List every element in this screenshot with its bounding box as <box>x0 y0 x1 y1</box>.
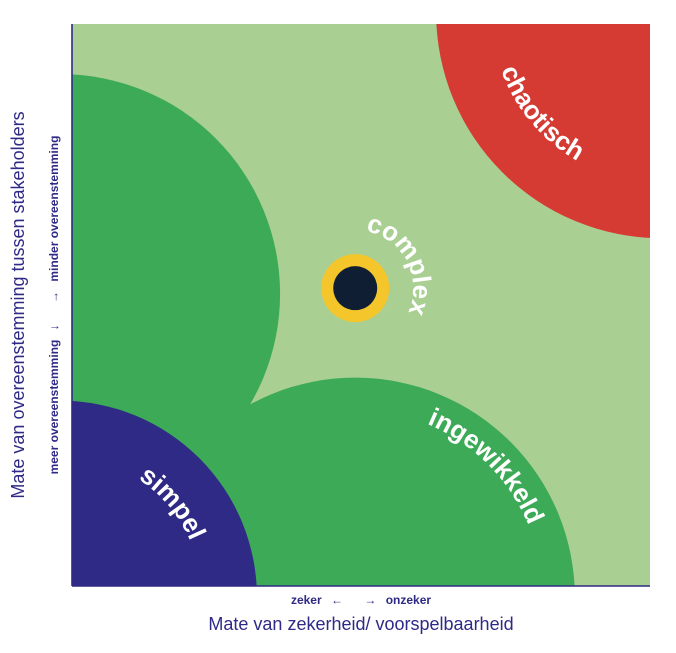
y-axis-title: Mate van overeenstemming tussen stakehol… <box>8 111 28 498</box>
center-marker <box>321 254 389 322</box>
x-axis-sub: zeker ← → onzeker <box>291 593 431 607</box>
x-axis-title: Mate van zekerheid/ voorspelbaarheid <box>208 614 513 634</box>
stacey-matrix-diagram: simpel ingewikkeld complex chaotisch Mat… <box>0 0 676 653</box>
y-axis-sub: meer overeenstemming ↓ → minder overeens… <box>47 136 61 475</box>
